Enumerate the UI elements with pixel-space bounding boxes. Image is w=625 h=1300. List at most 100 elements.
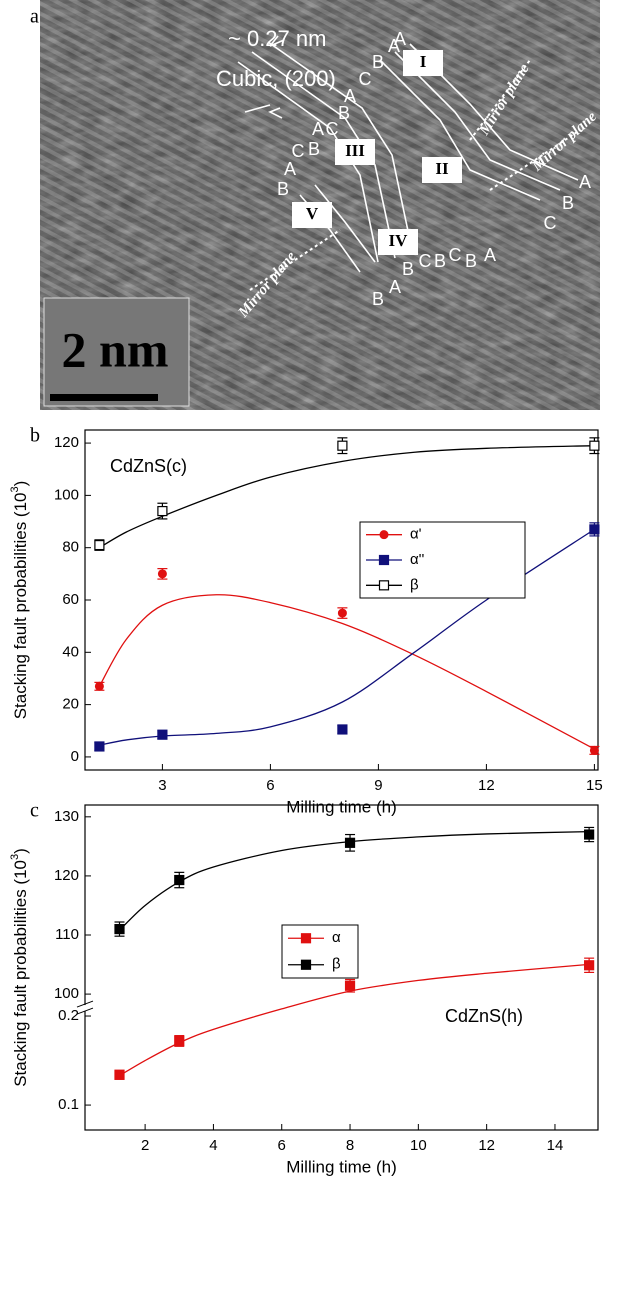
panel-label: c [30,800,39,822]
marker [175,1036,184,1045]
legend-marker [380,530,389,539]
stacking-letter: B [338,103,350,123]
y-axis-label-text: Stacking fault probabilities (10 [11,493,30,720]
scale-bar [50,394,158,401]
marker [158,730,167,739]
marker [590,746,599,755]
y-tick-label: 80 [62,539,79,556]
marker [338,609,347,618]
stacking-letter: B [277,179,289,199]
legend-label: α' [410,526,422,543]
domain-label: II [435,159,449,178]
x-tick-label: 15 [586,777,603,794]
marker [115,1070,124,1079]
y-axis-label-suffix: ) [11,481,30,487]
y-tick-label: 0.2 [58,1007,79,1024]
marker [95,682,104,691]
x-axis-label: Milling time (h) [286,797,397,816]
y-tick-label: 0.1 [58,1096,79,1113]
x-tick-label: 6 [278,1137,286,1154]
y-axis-label: Stacking fault probabilities (103) [9,481,31,720]
stacking-letter: A [312,119,324,139]
x-tick-label: 8 [346,1137,354,1154]
panel-label: b [30,425,40,447]
stacking-letter: A [389,277,401,297]
stacking-letter: A [579,172,591,192]
stacking-letter: C [419,251,432,271]
legend-label: α'' [410,551,425,568]
marker [95,742,104,751]
marker [346,981,355,990]
x-tick-label: 14 [547,1137,564,1154]
x-axis-label: Milling time (h) [286,1157,397,1176]
x-tick-label: 6 [266,777,274,794]
annotation: CdZnS(h) [445,1006,523,1026]
marker [158,569,167,578]
x-tick-label: 12 [478,1137,495,1154]
plot-frame [85,430,598,770]
stacking-letter: B [434,251,446,271]
marker [175,876,184,885]
marker [346,838,355,847]
legend-marker [380,556,389,565]
marker [590,441,599,450]
stacking-letter: C [449,245,462,265]
legend-box [282,925,358,978]
stacking-letter: C [326,119,339,139]
figure: abc~ 0.27 nmCubic, (200)IIIIIIIVVABCABCA… [0,0,625,1300]
legend-label: β [332,956,341,973]
x-tick-label: 4 [209,1137,217,1154]
scale-bar-label: 2 nm [62,321,169,377]
y-axis-label: Stacking fault probabilities (103) [9,848,31,1087]
panel-label: a [30,6,39,28]
stacking-letter: C [544,213,557,233]
x-tick-label: 10 [410,1137,427,1154]
legend-label: α [332,929,341,946]
legend-marker [302,960,311,969]
stacking-letter: B [402,259,414,279]
legend-marker [380,581,389,590]
annotation: CdZnS(c) [110,456,187,476]
y-tick-label: 110 [55,926,79,943]
stacking-letter: B [465,251,477,271]
y-axis-label-suffix: ) [11,848,30,854]
stacking-letter: B [372,289,384,309]
y-tick-label: 100 [54,486,79,503]
stacking-letter: A [284,159,296,179]
y-tick-label: 120 [54,434,79,451]
y-tick-label: 0 [71,748,79,765]
stacking-letter: C [292,141,305,161]
marker [590,525,599,534]
legend-label: β [410,576,419,593]
y-tick-label: 100 [54,985,79,1002]
y-axis-label-text: Stacking fault probabilities (10 [11,860,30,1087]
marker [585,961,594,970]
plane-label: Cubic, (200) [216,66,336,91]
y-tick-label: 120 [54,867,79,884]
domain-label: IV [389,231,409,250]
y-tick-label: 130 [54,808,79,825]
stacking-letter: B [372,52,384,72]
stacking-letter: A [484,245,496,265]
stacking-letter: B [562,193,574,213]
marker [338,441,347,450]
marker [158,507,167,516]
spacing-label: ~ 0.27 nm [228,26,326,51]
y-tick-label: 40 [62,643,79,660]
stacking-letter: B [308,139,320,159]
marker [115,925,124,934]
domain-label: V [306,204,319,223]
x-tick-label: 12 [478,777,495,794]
marker [585,830,594,839]
marker [338,725,347,734]
x-tick-label: 2 [141,1137,149,1154]
legend-marker [302,934,311,943]
marker [95,541,104,550]
stacking-letter: C [359,69,372,89]
y-tick-label: 60 [62,591,79,608]
x-tick-label: 9 [374,777,382,794]
domain-label: I [420,52,427,71]
y-tick-label: 20 [62,696,79,713]
stacking-letter: A [394,29,406,49]
x-tick-label: 3 [158,777,166,794]
